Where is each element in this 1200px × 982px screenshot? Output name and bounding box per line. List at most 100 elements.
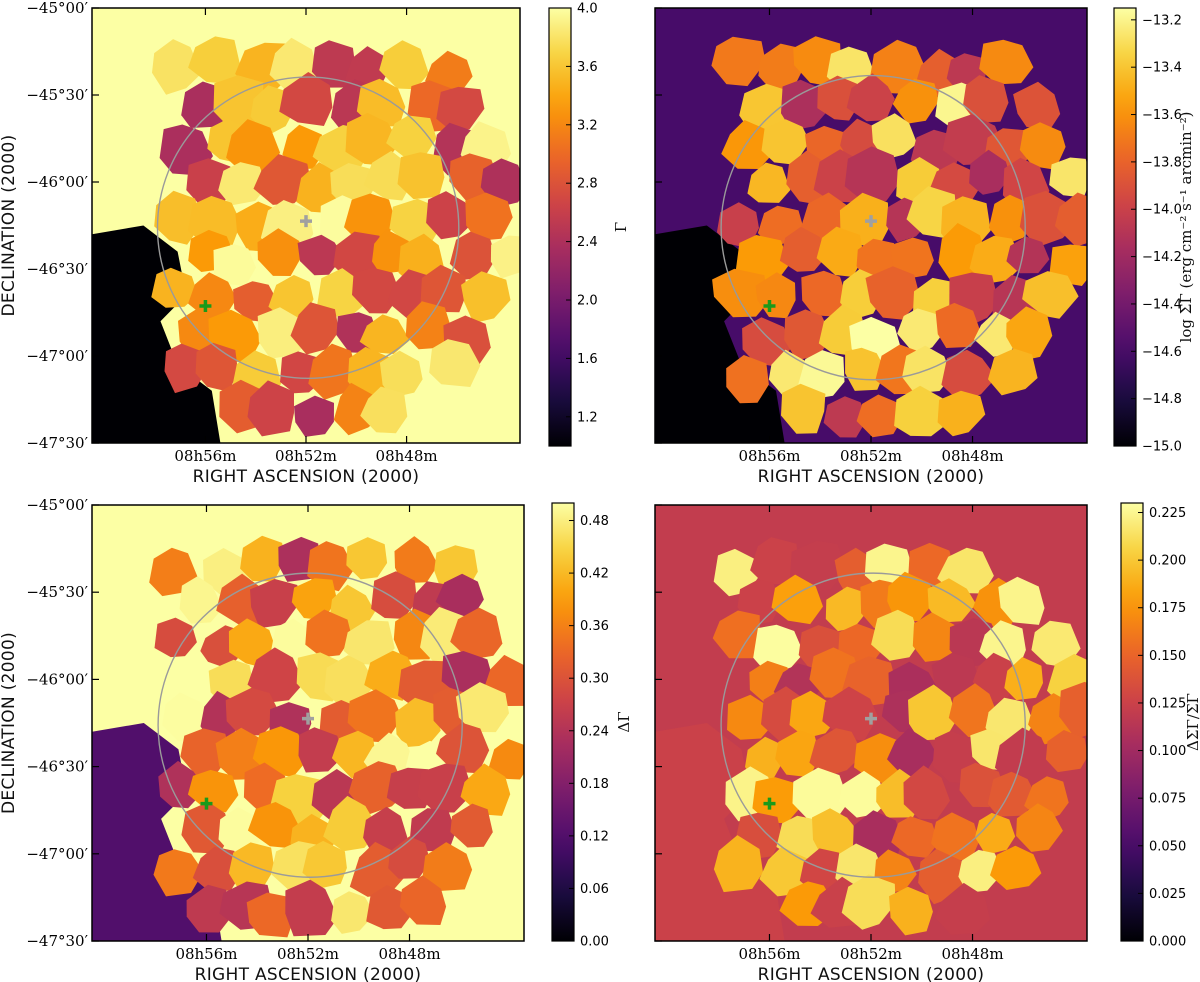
voronoi-cell	[291, 578, 337, 621]
voronoi-cell	[253, 154, 312, 205]
voronoi-cell	[460, 763, 511, 816]
voronoi-cell	[247, 647, 304, 703]
voronoi-cell	[324, 655, 376, 707]
colorbar-tick-label: 0.000	[1149, 935, 1186, 950]
voronoi-cell	[988, 348, 1038, 396]
voronoi-cell	[935, 882, 990, 935]
voronoi-cell	[841, 874, 896, 930]
field-circle	[720, 572, 1026, 878]
voronoi-cell	[998, 576, 1045, 625]
colorbar-tick-label: 4.0	[577, 2, 598, 17]
voronoi-cell	[346, 537, 388, 580]
colorbar-tick-label: −15.0	[1142, 440, 1182, 455]
colorbar-tick-label: 0.200	[1149, 554, 1186, 569]
colorbar-tick-label: 3.2	[577, 118, 598, 133]
voronoi-cell	[844, 146, 901, 202]
x-tick-label: 08h52m	[275, 447, 337, 465]
heatmap-bottom-left	[92, 505, 524, 941]
voronoi-cell	[735, 235, 789, 283]
green-cross-marker	[200, 797, 213, 810]
voronoi-cell	[711, 36, 766, 87]
voronoi-cell	[948, 683, 997, 738]
voronoi-cell	[449, 231, 496, 280]
voronoi-cell	[187, 769, 239, 813]
voronoi-cell	[854, 733, 905, 785]
voronoi-cell	[742, 317, 792, 367]
colorbar-tick-label: −13.4	[1142, 61, 1182, 76]
voronoi-cell	[1031, 620, 1081, 668]
voronoi-cell	[162, 692, 208, 742]
voronoi-cell	[894, 385, 950, 437]
colorbar-tick-label: 3.6	[577, 60, 598, 75]
colorbar-tick-label: 0.30	[580, 672, 609, 687]
voronoi-cell	[247, 802, 299, 849]
colorbar-tick-label: 0.025	[1149, 887, 1186, 902]
voronoi-cell	[420, 606, 467, 665]
voronoi-cell	[246, 892, 294, 938]
voronoi-cell	[871, 113, 918, 160]
gray-cross-marker	[865, 712, 877, 725]
voronoi-cell	[889, 886, 933, 936]
green-cross-marker	[199, 299, 212, 312]
voronoi-cell	[890, 237, 934, 280]
y-axis-label: DECLINATION (2000)	[0, 134, 19, 316]
colorbar-tick-label: 0.075	[1149, 792, 1186, 807]
voronoi-cell	[1019, 122, 1066, 170]
x-tick-label: 08h52m	[840, 945, 902, 963]
x-tick-label: 08h48m	[376, 447, 438, 465]
x-tick-label: 08h56m	[175, 945, 237, 963]
voronoi-cell	[721, 120, 774, 169]
colorbar-tick-label: −13.2	[1142, 13, 1182, 28]
voronoi-cell	[716, 202, 759, 249]
voronoi-cell	[927, 578, 976, 623]
voronoi-cell	[758, 43, 803, 94]
voronoi-cell	[801, 270, 847, 317]
voronoi-cell	[397, 152, 445, 200]
colorbar-tick-label: 0.42	[580, 567, 609, 582]
voronoi-cell	[712, 268, 769, 318]
voronoi-cell	[490, 235, 520, 279]
voronoi-cell	[488, 738, 524, 780]
colorbar-top-right: −15.0 −14.8 −14.6 −14.4 −14.2 −14.0 −13.8 −13.6…	[1113, 7, 1195, 455]
voronoi-cell	[781, 79, 829, 131]
colorbar-tick-label: 1.2	[577, 410, 598, 425]
voronoi-cell	[846, 73, 895, 122]
voronoi-cell	[465, 192, 513, 241]
voronoi-cell	[891, 816, 939, 858]
voronoi-cell	[726, 355, 769, 404]
colorbar-gradient	[1120, 502, 1144, 942]
colorbar-tick-label: 0.050	[1149, 839, 1186, 854]
voronoi-cell	[1022, 271, 1079, 319]
x-tick-label: 08h56m	[738, 945, 800, 963]
voronoi-cell	[181, 801, 232, 854]
y-tick-label: −46°30′	[26, 758, 88, 776]
y-tick-label: −45°00′	[26, 0, 88, 17]
voronoi-cell	[779, 226, 828, 272]
voronoi-cell	[994, 727, 1053, 784]
voronoi-cell	[727, 694, 774, 740]
voronoi-cell	[213, 244, 256, 286]
voronoi-cell	[420, 264, 466, 313]
voronoi-cell	[798, 350, 845, 400]
colorbar-tick-label: 0.06	[580, 882, 609, 897]
colorbar-gradient	[548, 7, 572, 447]
voronoi-cell	[343, 620, 395, 665]
colorbar-label: ΔΣΓ/ΣΓ	[1184, 693, 1200, 751]
voronoi-cell	[422, 842, 473, 891]
voronoi-cell	[216, 573, 266, 629]
voronoi-cell	[759, 846, 812, 897]
voronoi-cell	[461, 271, 511, 324]
voronoi-cell	[761, 119, 810, 165]
colorbar-tick-label: 0.12	[580, 829, 609, 844]
voronoi-cell	[436, 86, 485, 132]
panel-bottom-left: 08h56m 08h52m 08h48m RIGHT ASCENSION (2000)…	[0, 496, 633, 982]
voronoi-cell	[305, 609, 352, 658]
voronoi-cell	[282, 124, 324, 169]
colorbar-tick-label: 0.100	[1149, 744, 1186, 759]
x-axis-label: RIGHT ASCENSION (2000)	[193, 467, 420, 487]
voronoi-cell	[417, 763, 474, 813]
voronoi-cell	[215, 727, 269, 780]
y-tick-label: −47°00′	[26, 845, 88, 863]
colorbar-tick-label: 0.00	[580, 935, 609, 950]
